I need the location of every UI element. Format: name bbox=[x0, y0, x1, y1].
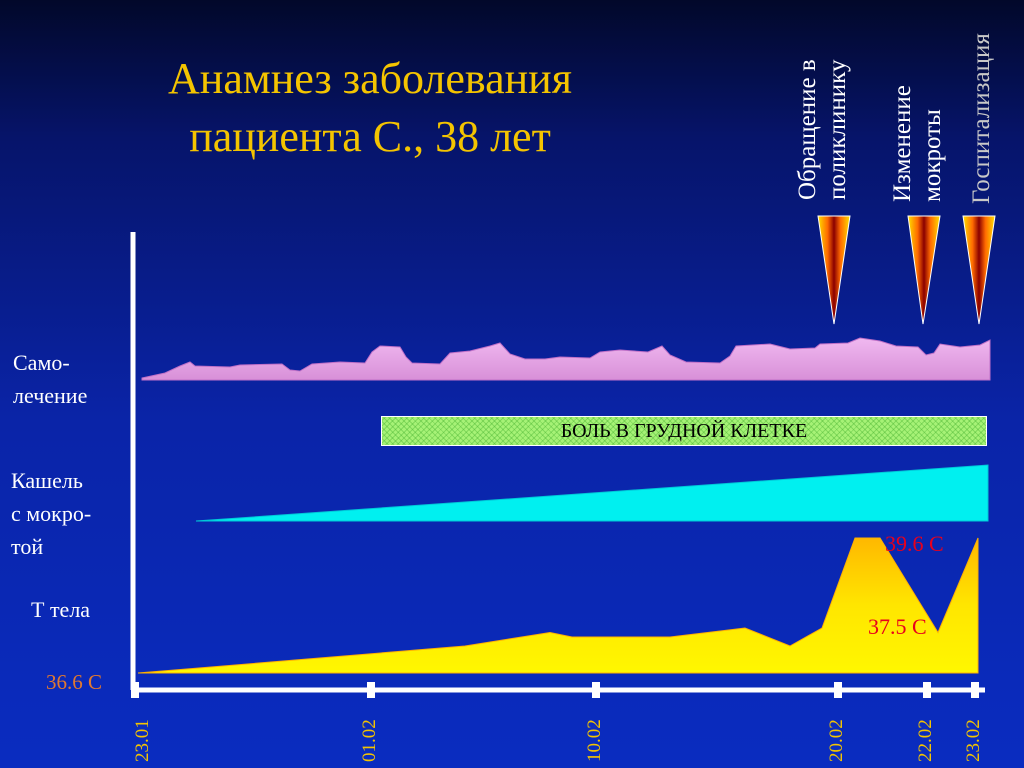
tick-01-02 bbox=[367, 682, 375, 698]
date-label-23-01: 23.01 bbox=[132, 719, 153, 762]
date-label-10-02: 10.02 bbox=[584, 719, 605, 762]
temp-dip-label: 37.5 C bbox=[868, 614, 927, 639]
date-label-20-02: 20.02 bbox=[826, 719, 847, 762]
event-label-sputum-change-line-1: Изменение bbox=[889, 85, 916, 202]
temp-peak-label: 39.6 C bbox=[885, 531, 944, 556]
title-line-1: Анамнез заболевания bbox=[168, 54, 572, 103]
temperature-label: Т тела bbox=[31, 593, 90, 626]
cough-area bbox=[195, 464, 989, 522]
date-label-23-02: 23.02 bbox=[963, 719, 984, 762]
tick-23-01 bbox=[131, 682, 139, 698]
cough-label-line-3: той bbox=[11, 534, 44, 559]
event-label-clinic-visit-line-1: Обращение в bbox=[794, 59, 821, 200]
event-marker-hospitalization bbox=[962, 215, 996, 325]
event-marker-sputum-change bbox=[907, 215, 941, 325]
cough-label: Кашель с мокро- той bbox=[11, 464, 91, 563]
event-label-hospitalization-line-1: Госпитализация bbox=[968, 33, 995, 204]
event-label-sputum-change-line-2: мокроты bbox=[919, 109, 946, 202]
date-label-22-02: 22.02 bbox=[915, 719, 936, 762]
tick-20-02 bbox=[834, 682, 842, 698]
self-treatment-label: Само- лечение bbox=[13, 346, 87, 412]
event-label-sputum-change: Изменение мокроты bbox=[888, 52, 948, 202]
temp-baseline-label: 36.6 C bbox=[46, 670, 103, 694]
tick-22-02 bbox=[923, 682, 931, 698]
self-treatment-label-line-2: лечение bbox=[13, 383, 88, 408]
event-label-hospitalization: Госпитализация bbox=[967, 8, 997, 204]
tick-10-02 bbox=[592, 682, 600, 698]
event-label-clinic-visit-line-2: поликлинику bbox=[824, 59, 851, 200]
tick-23-02 bbox=[971, 682, 979, 698]
temperature-area bbox=[137, 537, 979, 674]
cough-label-line-1: Кашель bbox=[11, 468, 83, 493]
self-treatment-label-line-1: Само- bbox=[13, 350, 70, 375]
date-label-01-02: 01.02 bbox=[359, 719, 380, 762]
page-title: Анамнез заболевания пациента С., 38 лет bbox=[100, 50, 640, 166]
cough-label-line-2: с мокро- bbox=[11, 501, 92, 526]
temperature-label-text: Т тела bbox=[31, 597, 91, 622]
event-marker-clinic-visit bbox=[817, 215, 851, 325]
chest-pain-label: БОЛЬ В ГРУДНОЙ КЛЕТКЕ bbox=[560, 419, 808, 442]
title-line-2: пациента С., 38 лет bbox=[189, 112, 551, 161]
chest-pain-bar: БОЛЬ В ГРУДНОЙ КЛЕТКЕ bbox=[381, 416, 987, 446]
self-treatment-area bbox=[141, 337, 991, 381]
event-label-clinic-visit: Обращение в поликлинику bbox=[793, 20, 853, 200]
